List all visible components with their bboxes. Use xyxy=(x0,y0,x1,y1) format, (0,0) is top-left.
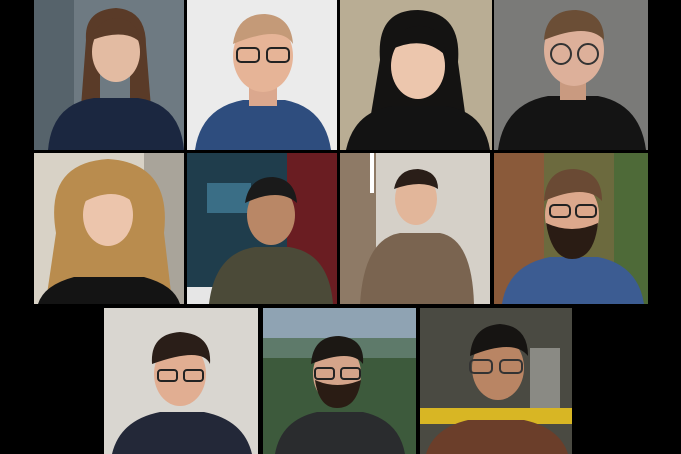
portrait xyxy=(187,0,337,150)
portrait xyxy=(494,153,648,304)
portrait xyxy=(494,0,648,150)
portrait xyxy=(187,153,337,304)
portrait xyxy=(104,308,258,454)
portrait xyxy=(263,308,416,454)
portrait xyxy=(34,0,184,150)
portrait xyxy=(340,153,490,304)
portrait xyxy=(340,0,492,150)
portrait xyxy=(34,153,184,304)
portrait xyxy=(420,308,572,454)
